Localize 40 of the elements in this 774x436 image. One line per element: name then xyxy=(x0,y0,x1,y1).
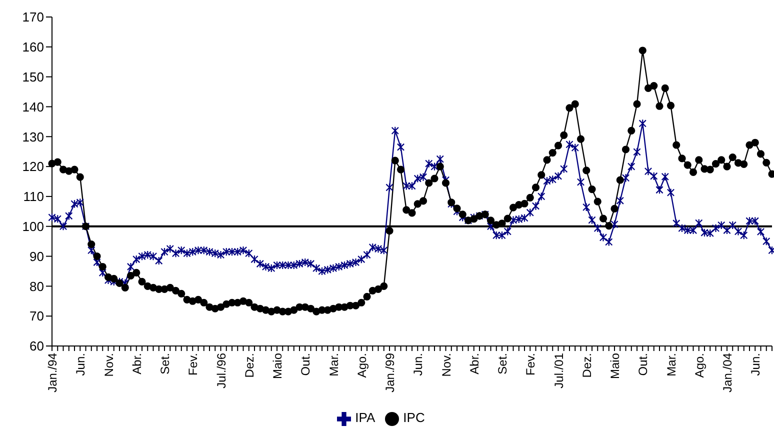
y-tick-label: 80 xyxy=(30,278,44,294)
y-tick-label: 120 xyxy=(22,159,44,174)
legend-label: IPA xyxy=(355,410,376,425)
x-tick-label: Jan./04 xyxy=(720,352,735,392)
x-tick-label: Dez. xyxy=(580,353,594,378)
x-tick-label: Out. xyxy=(298,353,313,376)
y-tick-label: 130 xyxy=(22,129,44,144)
y-tick-label: 110 xyxy=(23,189,44,204)
y-tick-label: 140 xyxy=(22,99,44,114)
x-tick-label: Jul./96 xyxy=(214,352,228,388)
x-tick-label: Out. xyxy=(636,353,650,376)
y-tick-label: 90 xyxy=(30,248,44,264)
y-tick-label: 170 xyxy=(22,10,44,25)
x-tick-label: Jul./01 xyxy=(552,352,566,388)
x-tick-label: Fev. xyxy=(524,353,538,376)
y-tick-label: 150 xyxy=(22,69,44,84)
x-tick-label: Maio xyxy=(270,352,285,380)
y-tick-label: 100 xyxy=(22,218,44,234)
y-tick-label: 70 xyxy=(30,308,44,324)
x-tick-label: Jun. xyxy=(748,353,763,376)
x-tick-label: Ago. xyxy=(692,353,706,378)
x-tick-label: Nov. xyxy=(439,353,454,377)
x-tick-label: Jan./94 xyxy=(46,352,60,392)
x-tick-label: Dez. xyxy=(242,353,256,378)
x-tick-label: Mar. xyxy=(326,353,341,376)
x-tick-label: Maio xyxy=(608,352,622,380)
x-tick-label: Ago. xyxy=(354,353,369,378)
x-tick-label: Mar. xyxy=(664,353,678,376)
x-tick-label: Jun. xyxy=(74,353,88,376)
legend-label: IPC xyxy=(403,410,425,425)
x-tick-label: Set. xyxy=(158,353,172,374)
y-tick-label: 160 xyxy=(22,40,44,55)
x-tick-label: Abr. xyxy=(130,353,144,374)
x-tick-label: Jun. xyxy=(411,353,426,376)
y-tick-label: 60 xyxy=(30,338,44,354)
x-tick-label: Abr. xyxy=(467,353,482,374)
x-tick-label: Nov. xyxy=(102,353,116,377)
x-tick-label: Jan./99 xyxy=(383,352,398,392)
x-tick-label: Fev. xyxy=(186,353,200,376)
x-tick-label: Set. xyxy=(496,353,510,374)
